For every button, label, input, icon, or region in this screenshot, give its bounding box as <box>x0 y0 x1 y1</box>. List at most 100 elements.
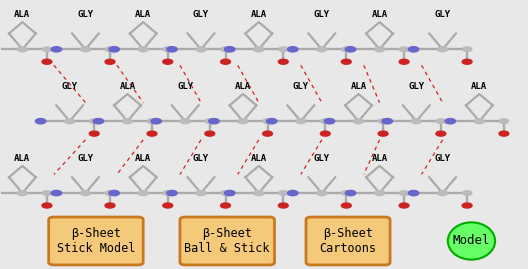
Circle shape <box>499 131 509 136</box>
Circle shape <box>205 119 214 123</box>
Circle shape <box>17 47 27 52</box>
Circle shape <box>400 191 409 195</box>
Circle shape <box>399 203 409 208</box>
Circle shape <box>411 119 421 124</box>
Circle shape <box>462 59 472 64</box>
Circle shape <box>354 119 363 124</box>
Circle shape <box>163 59 173 64</box>
Text: GLY: GLY <box>193 154 209 162</box>
Circle shape <box>382 119 392 124</box>
Circle shape <box>379 119 388 123</box>
Circle shape <box>90 119 99 123</box>
Circle shape <box>342 191 351 195</box>
Circle shape <box>42 203 52 208</box>
Circle shape <box>167 47 177 52</box>
Text: GLY: GLY <box>435 10 450 19</box>
Text: ALA: ALA <box>251 10 267 19</box>
Circle shape <box>209 119 219 124</box>
Circle shape <box>296 119 306 124</box>
Circle shape <box>196 47 206 52</box>
Circle shape <box>151 119 162 124</box>
Circle shape <box>221 203 230 208</box>
Circle shape <box>445 119 456 124</box>
Text: ALA: ALA <box>372 154 388 162</box>
Circle shape <box>163 47 173 52</box>
Circle shape <box>221 59 230 64</box>
Text: GLY: GLY <box>408 82 425 91</box>
Circle shape <box>263 119 272 123</box>
Circle shape <box>147 131 157 136</box>
Circle shape <box>42 47 52 52</box>
Text: β-Sheet
Cartoons: β-Sheet Cartoons <box>319 227 376 255</box>
Circle shape <box>80 190 90 196</box>
Text: ALA: ALA <box>235 82 251 91</box>
Circle shape <box>436 131 446 136</box>
Circle shape <box>408 47 419 52</box>
Text: GLY: GLY <box>293 82 309 91</box>
Circle shape <box>324 119 335 124</box>
FancyBboxPatch shape <box>180 217 275 265</box>
Text: Model: Model <box>452 235 490 247</box>
Text: GLY: GLY <box>177 82 193 91</box>
Circle shape <box>345 47 356 52</box>
Circle shape <box>438 47 448 52</box>
Circle shape <box>342 203 351 208</box>
Text: β-Sheet
Ball & Stick: β-Sheet Ball & Stick <box>184 227 270 255</box>
Text: GLY: GLY <box>314 10 330 19</box>
Circle shape <box>224 190 235 196</box>
Text: ALA: ALA <box>135 10 151 19</box>
Circle shape <box>65 119 74 124</box>
Circle shape <box>221 191 230 195</box>
Circle shape <box>462 203 472 208</box>
Circle shape <box>262 131 272 136</box>
Circle shape <box>254 47 263 52</box>
Circle shape <box>342 59 351 64</box>
Text: GLY: GLY <box>78 154 93 162</box>
Circle shape <box>279 191 288 195</box>
Circle shape <box>474 119 484 124</box>
Circle shape <box>163 203 173 208</box>
Text: ALA: ALA <box>351 82 366 91</box>
Circle shape <box>122 119 133 124</box>
Circle shape <box>342 47 351 52</box>
Circle shape <box>51 47 62 52</box>
Circle shape <box>345 190 356 196</box>
Circle shape <box>288 47 298 52</box>
Circle shape <box>105 191 115 195</box>
Circle shape <box>267 119 277 124</box>
Circle shape <box>279 47 288 52</box>
Circle shape <box>463 47 472 52</box>
Circle shape <box>438 190 448 196</box>
Circle shape <box>399 59 409 64</box>
Circle shape <box>374 47 384 52</box>
Circle shape <box>163 191 173 195</box>
Circle shape <box>167 190 177 196</box>
Circle shape <box>224 47 235 52</box>
Text: GLY: GLY <box>62 82 78 91</box>
Circle shape <box>254 190 263 196</box>
Circle shape <box>105 203 115 208</box>
Text: ALA: ALA <box>251 154 267 162</box>
FancyBboxPatch shape <box>306 217 390 265</box>
Circle shape <box>80 47 90 52</box>
Text: ALA: ALA <box>135 154 151 162</box>
Text: β-Sheet
Stick Model: β-Sheet Stick Model <box>56 227 135 255</box>
Circle shape <box>463 191 472 195</box>
Circle shape <box>278 203 288 208</box>
Circle shape <box>42 59 52 64</box>
Circle shape <box>378 131 388 136</box>
Circle shape <box>105 47 115 52</box>
Circle shape <box>51 190 62 196</box>
Circle shape <box>320 119 330 123</box>
Circle shape <box>147 119 157 123</box>
Circle shape <box>89 131 99 136</box>
Text: ALA: ALA <box>14 154 31 162</box>
Circle shape <box>17 190 27 196</box>
Circle shape <box>109 190 119 196</box>
Text: GLY: GLY <box>193 10 209 19</box>
Text: ALA: ALA <box>119 82 136 91</box>
FancyBboxPatch shape <box>49 217 143 265</box>
Text: ALA: ALA <box>472 82 487 91</box>
Circle shape <box>400 47 409 52</box>
Circle shape <box>317 190 327 196</box>
